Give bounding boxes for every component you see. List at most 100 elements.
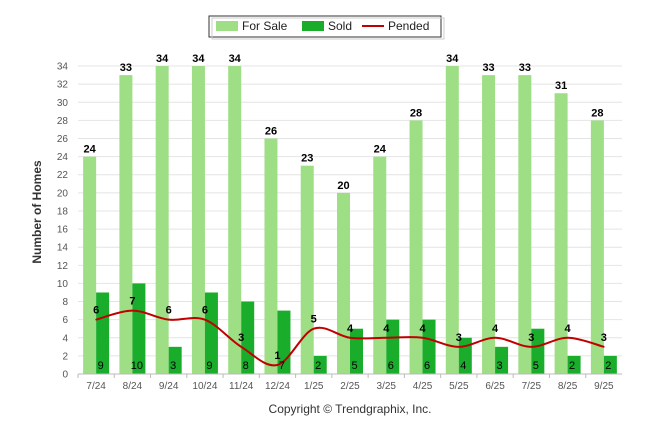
for-sale-value-label: 33 — [482, 62, 494, 74]
y-tick-label: 22 — [57, 170, 69, 181]
x-tick-label: 10/24 — [192, 381, 217, 392]
pended-point — [530, 346, 533, 348]
bar-for-sale — [191, 66, 205, 375]
bar-for-sale — [228, 66, 242, 375]
sold-value-label: 5 — [351, 360, 357, 372]
legend-swatch-sold — [302, 21, 324, 31]
pended-value-label: 3 — [528, 332, 534, 344]
sold-value-label: 2 — [605, 360, 611, 372]
for-sale-value-label: 20 — [337, 180, 349, 192]
bar-sold — [350, 328, 363, 374]
pended-value-label: 4 — [419, 323, 426, 335]
bar-for-sale — [337, 192, 350, 374]
legend-label-sold: Sold — [328, 19, 352, 33]
bar-for-sale — [409, 120, 423, 375]
y-tick-label: 18 — [57, 206, 69, 217]
bar-for-sale — [554, 93, 568, 374]
pended-point — [603, 346, 605, 348]
x-tick-label: 3/25 — [377, 381, 397, 392]
y-tick-label: 12 — [57, 261, 69, 272]
sold-value-label: 5 — [533, 360, 539, 372]
bar-sold — [168, 346, 182, 374]
bar-for-sale — [264, 138, 278, 374]
legend-box — [208, 15, 442, 38]
y-tick-label: 20 — [57, 188, 69, 199]
pended-value-label: 7 — [129, 296, 135, 308]
for-sale-value-label: 33 — [519, 62, 531, 74]
pended-point — [385, 336, 388, 339]
pended-value-label: 6 — [93, 305, 99, 317]
x-tick-label: 11/24 — [229, 381, 254, 392]
legend-label-for-sale: For Sale — [242, 19, 288, 33]
y-tick-label: 14 — [57, 243, 69, 254]
bar-sold — [531, 328, 545, 374]
sold-value-label: 3 — [170, 360, 176, 372]
for-sale-value-label: 34 — [229, 53, 242, 65]
x-tick-label: 2/25 — [340, 381, 360, 392]
pended-point — [95, 318, 97, 321]
bar-sold — [96, 292, 110, 374]
y-tick-label: 6 — [62, 315, 68, 326]
pended-point — [421, 336, 424, 339]
bar-sold — [132, 283, 146, 374]
y-axis-title: Number of Homes — [30, 160, 44, 264]
x-tick-label: 9/24 — [159, 381, 179, 392]
sold-value-label: 2 — [569, 360, 575, 372]
x-tick-label: 7/24 — [86, 381, 106, 392]
for-sale-value-label: 23 — [301, 153, 313, 165]
x-tick-label: 8/25 — [558, 381, 578, 392]
for-sale-value-label: 31 — [555, 80, 567, 92]
y-tick-label: 30 — [57, 98, 69, 109]
x-tick-label: 4/25 — [413, 381, 433, 392]
pended-value-label: 6 — [202, 305, 208, 317]
legend-shadow — [211, 17, 445, 40]
pended-value-label: 4 — [347, 323, 354, 335]
y-tick-label: 28 — [57, 116, 69, 127]
pended-value-label: 3 — [238, 332, 244, 344]
pended-point — [566, 336, 569, 339]
for-sale-value-label: 34 — [446, 53, 459, 65]
y-tick-label: 26 — [57, 134, 69, 145]
y-tick-label: 4 — [62, 333, 68, 344]
for-sale-value-label: 28 — [410, 107, 422, 119]
sold-value-label: 9 — [98, 360, 104, 372]
pended-point — [458, 346, 460, 348]
bar-sold — [241, 301, 255, 374]
pended-value-label: 4 — [492, 323, 499, 335]
bar-for-sale — [518, 75, 532, 374]
for-sale-value-label: 33 — [120, 62, 132, 74]
bar-for-sale — [155, 66, 169, 375]
pended-point — [131, 309, 134, 312]
for-sale-value-label: 34 — [156, 53, 169, 65]
sold-value-label: 9 — [206, 360, 212, 372]
x-tick-label: 1/25 — [304, 381, 324, 392]
y-tick-label: 10 — [57, 279, 69, 290]
x-tick-label: 9/25 — [594, 381, 614, 392]
pended-point — [240, 346, 242, 348]
bar-sold — [567, 355, 581, 374]
for-sale-value-label: 34 — [192, 53, 205, 65]
bar-sold — [422, 319, 436, 374]
sold-value-label: 2 — [315, 360, 321, 372]
pended-point — [167, 318, 170, 321]
pended-point — [349, 336, 351, 339]
bar-sold — [603, 355, 617, 374]
legend-label-pended: Pended — [388, 19, 429, 33]
pended-value-label: 6 — [166, 305, 172, 317]
for-sale-value-label: 28 — [591, 107, 603, 119]
sold-value-label: 6 — [388, 360, 394, 372]
y-tick-label: 32 — [57, 80, 69, 91]
copyright-text: Copyright © Trendgraphix, Inc. — [269, 402, 432, 416]
bar-sold — [386, 319, 400, 374]
pended-value-label: 5 — [311, 314, 317, 326]
sold-value-label: 10 — [131, 360, 143, 372]
for-sale-value-label: 24 — [374, 144, 387, 156]
pended-value-label: 4 — [565, 323, 572, 335]
sold-value-label: 4 — [460, 360, 466, 372]
for-sale-value-label: 26 — [265, 126, 277, 138]
bar-for-sale — [590, 120, 604, 375]
sold-value-label: 6 — [424, 360, 430, 372]
